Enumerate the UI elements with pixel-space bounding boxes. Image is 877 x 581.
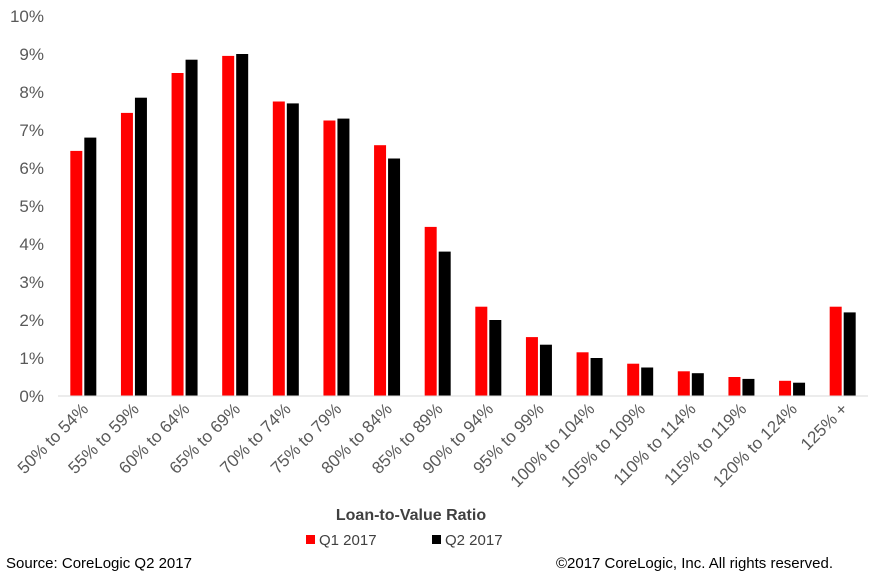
copyright-note: ©2017 CoreLogic, Inc. All rights reserve…	[555, 555, 833, 572]
legend: Q1 2017 Q2 2017	[306, 532, 503, 549]
x-tick-label: 125% +	[797, 399, 852, 454]
legend-label: Q1 2017	[319, 532, 377, 549]
y-tick-label: 0%	[19, 387, 44, 406]
bar-q2	[236, 54, 249, 396]
bar-q2	[489, 320, 502, 396]
bar-q1	[120, 112, 133, 397]
bar-q1	[779, 380, 792, 396]
bar-q2	[691, 373, 704, 396]
y-tick-label: 9%	[19, 45, 44, 64]
bar-q1	[222, 55, 235, 397]
bars	[70, 54, 856, 397]
x-axis-title: Loan-to-Value Ratio	[336, 507, 486, 524]
y-tick-label: 1%	[19, 349, 44, 368]
bar-q1	[272, 101, 285, 396]
legend-label: Q2 2017	[445, 532, 503, 549]
y-tick-label: 10%	[10, 7, 44, 26]
bar-q2	[337, 118, 350, 396]
bar-q1	[374, 145, 387, 396]
y-tick-label: 4%	[19, 235, 44, 254]
bar-q2	[539, 344, 552, 396]
bar-q1	[677, 371, 690, 396]
bar-q1	[576, 352, 589, 396]
bar-q1	[70, 150, 83, 396]
y-tick-label: 2%	[19, 311, 44, 330]
bar-q1	[171, 73, 184, 396]
bar-q1	[424, 226, 437, 396]
bar-q2	[134, 97, 147, 396]
y-tick-label: 6%	[19, 159, 44, 178]
y-tick-label: 7%	[19, 121, 44, 140]
bar-q2	[590, 358, 603, 396]
y-tick-label: 8%	[19, 83, 44, 102]
bar-q2	[286, 103, 299, 397]
x-axis: 50% to 54%55% to 59%60% to 64%65% to 69%…	[14, 399, 852, 491]
source-note: Source: CoreLogic Q2 2017	[6, 555, 192, 572]
bar-q2	[843, 312, 856, 396]
y-axis: 0% 1% 2% 3% 4% 5% 6% 7% 8% 9% 10%	[10, 7, 44, 406]
bar-q2	[388, 158, 401, 396]
legend-swatch	[306, 535, 315, 544]
bar-q1	[728, 377, 741, 396]
bar-q2	[438, 251, 451, 396]
bar-q1	[627, 363, 640, 396]
bar-q2	[185, 59, 198, 396]
bar-q1	[475, 306, 488, 396]
bar-q1	[829, 306, 842, 396]
legend-swatch	[432, 535, 441, 544]
y-tick-label: 5%	[19, 197, 44, 216]
bar-q1	[323, 120, 336, 396]
bar-q1	[525, 337, 538, 396]
bar-q2	[641, 367, 654, 396]
bar-q2	[742, 378, 755, 396]
bar-q2	[84, 137, 97, 396]
bar-q2	[793, 382, 806, 396]
chart: 0% 1% 2% 3% 4% 5% 6% 7% 8% 9% 10% 50% to 54%55% to…	[10, 7, 868, 549]
y-tick-label: 3%	[19, 273, 44, 292]
